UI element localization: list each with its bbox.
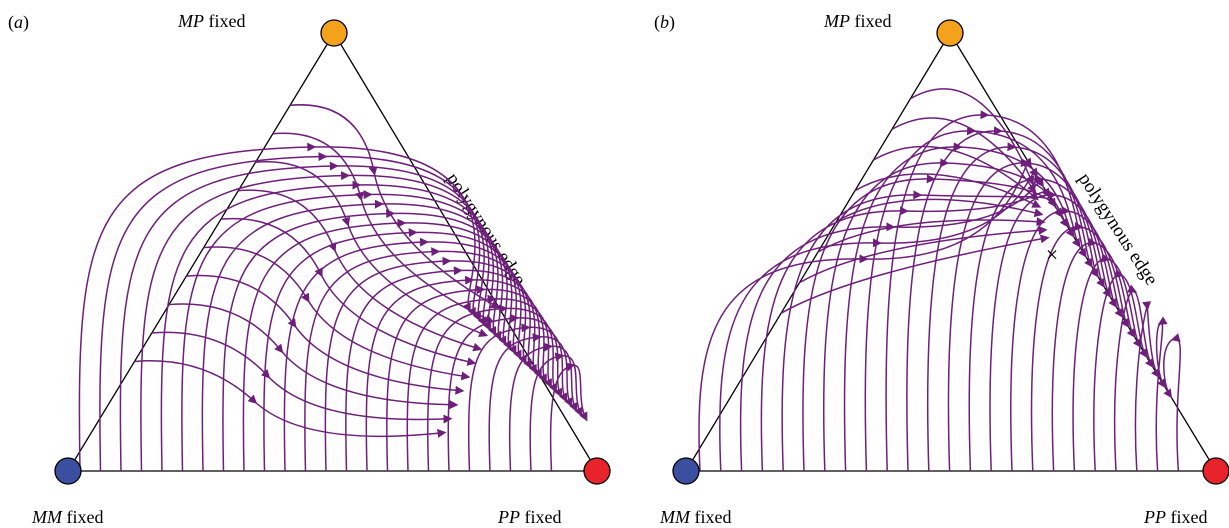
panel-a-pp-vertex-dot bbox=[583, 457, 611, 485]
panel-b-equilibrium-marker: × bbox=[1046, 242, 1058, 267]
panel-b-streamline bbox=[739, 177, 1044, 472]
panel-b-streamline bbox=[885, 110, 1087, 472]
panel-b-streamline bbox=[906, 126, 1093, 472]
panel-b-bottom-left-vertex-label: MM fixed bbox=[659, 507, 731, 527]
panel-a-mp-vertex-dot bbox=[320, 19, 348, 47]
panel-b: (b) MP fixed MM fixed PP fixed polygynou… bbox=[654, 11, 1229, 527]
panel-b-streamline bbox=[780, 234, 1050, 314]
panel-a-streamline bbox=[272, 132, 494, 323]
panel-a-streamlines bbox=[78, 104, 588, 472]
panel-a-streamline bbox=[406, 294, 552, 472]
panel-b-streamline bbox=[854, 173, 1042, 208]
panel-a-streamline bbox=[134, 360, 447, 438]
panel-a-streamline bbox=[140, 171, 490, 472]
panel-b-pp-vertex-dot bbox=[1202, 457, 1229, 485]
panel-a-streamline bbox=[283, 237, 522, 472]
panel-a-streamline bbox=[203, 246, 471, 381]
panel-b-streamline bbox=[799, 225, 1048, 284]
panel-a-simplex-triangle bbox=[66, 31, 599, 472]
panel-a-mm-vertex-dot bbox=[54, 457, 82, 485]
panel-b-label: (b) bbox=[654, 12, 675, 33]
panel-a-streamline bbox=[160, 180, 495, 472]
panel-a-streamline bbox=[151, 331, 453, 424]
panel-b-streamline bbox=[817, 217, 1046, 253]
panel-a-streamline bbox=[169, 303, 459, 410]
panel-b-mp-vertex-dot bbox=[936, 19, 964, 47]
panel-a-streamline bbox=[529, 352, 583, 472]
panel-a-label: (a) bbox=[8, 12, 29, 33]
panel-b-streamline bbox=[822, 158, 1069, 472]
panel-b-streamline bbox=[836, 198, 1044, 222]
panel-b-bottom-right-vertex-label: PP fixed bbox=[1143, 507, 1207, 527]
panel-b-mm-vertex-dot bbox=[672, 457, 700, 485]
panel-a-top-vertex-label: MP fixed bbox=[177, 11, 245, 31]
panel-a: (a) MP fixed MM fixed PP fixed polygynou… bbox=[8, 11, 611, 527]
panel-a-streamline bbox=[186, 274, 465, 395]
panel-b-streamline bbox=[719, 167, 1038, 472]
panel-a-bottom-right-vertex-label: PP fixed bbox=[497, 507, 561, 527]
panel-b-streamline bbox=[873, 145, 1039, 201]
panel-b-streamline bbox=[910, 88, 1035, 186]
panel-a-streamline bbox=[99, 152, 481, 472]
panel-a-streamline bbox=[290, 104, 500, 309]
panel-b-streamline bbox=[1155, 316, 1168, 472]
panel-a-streamline bbox=[549, 362, 588, 472]
panel-b-streamline bbox=[1010, 206, 1124, 472]
panel-a-bottom-left-vertex-label: MM fixed bbox=[31, 507, 103, 527]
panel-b-streamlines bbox=[698, 88, 1182, 472]
panel-b-top-vertex-label: MP fixed bbox=[823, 11, 891, 31]
panel-b-streamline bbox=[1051, 237, 1136, 472]
panel-b-streamline bbox=[1163, 333, 1182, 472]
panel-b-streamline bbox=[1134, 301, 1160, 472]
panel-b-streamline bbox=[891, 117, 1037, 193]
